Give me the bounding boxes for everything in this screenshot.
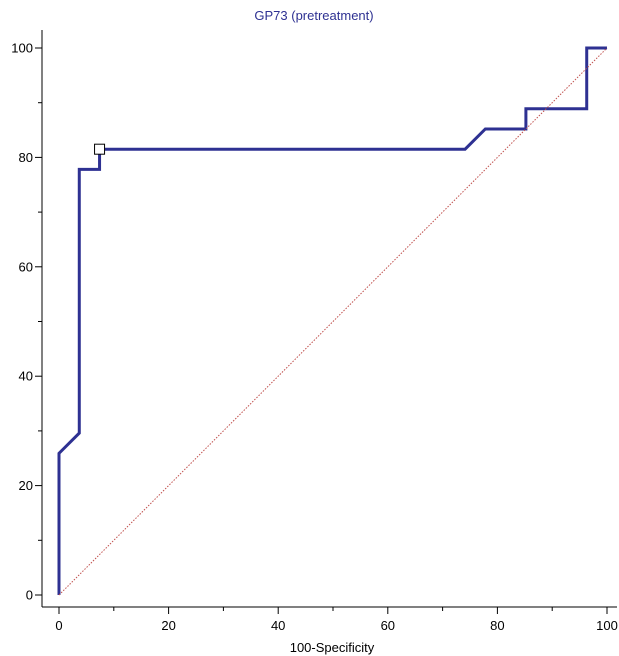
y-tick-label: 40 <box>19 369 33 384</box>
marker-layer <box>94 143 106 155</box>
y-tick-label: 100 <box>11 41 33 56</box>
x-tick-label: 0 <box>55 618 62 633</box>
x-axis-label: 100-Specificity <box>290 640 375 655</box>
y-tick-label: 60 <box>19 259 33 274</box>
y-tick-label: 0 <box>26 588 33 603</box>
diagonal-reference-line <box>58 47 608 596</box>
x-axis-ticks: 0 20 40 60 80 100 <box>55 607 618 633</box>
cutoff-marker-square <box>94 143 106 155</box>
y-tick-label: 80 <box>19 150 33 165</box>
x-tick-label: 40 <box>271 618 285 633</box>
axes <box>41 30 617 608</box>
y-tick-label: 20 <box>19 478 33 493</box>
chart-title: GP73 (pretreatment) <box>254 8 373 23</box>
roc-curve-line <box>57 46 607 595</box>
x-tick-label: 80 <box>490 618 504 633</box>
x-tick-label: 20 <box>161 618 175 633</box>
series-layer <box>57 46 608 596</box>
y-axis-ticks: 0 20 40 60 80 100 <box>11 41 42 603</box>
x-tick-label: 60 <box>381 618 395 633</box>
x-tick-label: 100 <box>596 618 618 633</box>
